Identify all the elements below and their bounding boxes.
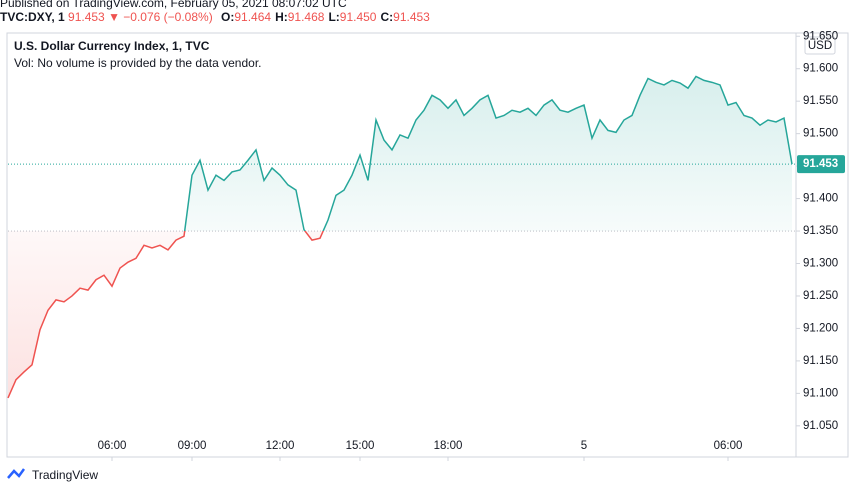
last-price-box [797,155,845,174]
x-tick-label: 12:00 [266,440,295,452]
x-tick-label: 18:00 [434,440,463,452]
ohlc-value: 91.453 [393,10,430,24]
y-tick-label: 91.550 [803,95,838,107]
x-tick-label: 09:00 [178,440,207,452]
y-tick-label: 91.350 [803,225,838,237]
price: 91.453 [68,10,105,24]
brand: TradingView [32,468,98,482]
last-price-label: 91.453 [803,158,838,170]
ohlc-key: H: [275,10,288,24]
quote-line: TVC:DXY, 1 91.453 ▼ −0.076 (−0.08%) O:91… [0,10,430,24]
x-tick-label: 06:00 [714,440,743,452]
y-tick-label: 91.050 [803,420,838,432]
symbol: TVC:DXY, 1 [0,10,65,24]
published-note: Published on TradingView.com, February 0… [0,0,347,10]
currency-box [804,36,836,55]
ohlc-value: 91.464 [234,10,271,24]
change: ▼ −0.076 (−0.08%) [108,10,213,24]
y-tick-label: 91.150 [803,355,838,367]
y-tick-label: 91.300 [803,258,838,270]
ohlc-key: O: [221,10,234,24]
y-tick-label: 91.500 [803,128,838,140]
y-tick-label: 91.400 [803,193,838,205]
y-tick-label: 91.200 [803,322,838,334]
x-tick-label: 15:00 [346,440,375,452]
ohlc-value: 91.450 [340,10,377,24]
frame [6,32,849,458]
ohlc-value: 91.468 [288,10,325,24]
y-tick-label: 91.600 [803,63,838,75]
brand-logo [7,468,26,479]
ohlc-key: L: [328,10,339,24]
x-tick-label: 06:00 [98,440,127,452]
y-tick-label: 91.100 [803,387,838,399]
x-tick-label: 5 [581,440,587,452]
y-tick-label: 91.650 [803,30,838,42]
currency: USD [808,40,832,52]
ohlc-key: C: [380,10,393,24]
price-line [7,75,793,399]
legend-subtitle: Vol: No volume is provided by the data v… [14,56,261,70]
baseline-area [8,76,792,398]
y-tick-label: 91.250 [803,290,838,302]
legend-title: U.S. Dollar Currency Index, 1, TVC [14,39,210,53]
